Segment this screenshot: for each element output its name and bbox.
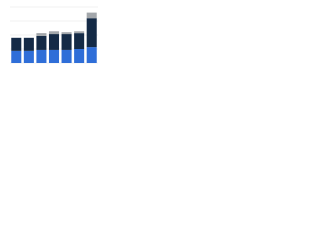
bar-segment — [86, 18, 97, 48]
bar-segment — [74, 33, 85, 49]
bar-segment — [48, 34, 60, 50]
chart — [10, 6, 98, 64]
bar-segment — [61, 49, 72, 63]
bar-segment — [36, 33, 47, 36]
bar-segment — [86, 47, 97, 63]
bar-segment — [23, 37, 34, 51]
bar-segment — [86, 12, 97, 19]
bar-segment — [36, 49, 47, 63]
bar-segment — [61, 34, 72, 50]
bar-segment — [74, 31, 85, 34]
bar-segment — [36, 35, 47, 50]
bar-segment — [48, 31, 60, 35]
bar-segment — [23, 50, 34, 63]
bar-segment — [61, 32, 72, 35]
bar-segment — [11, 50, 22, 63]
bar-segment — [74, 49, 85, 63]
bar-segment — [48, 49, 60, 63]
bar-segment — [11, 37, 22, 51]
